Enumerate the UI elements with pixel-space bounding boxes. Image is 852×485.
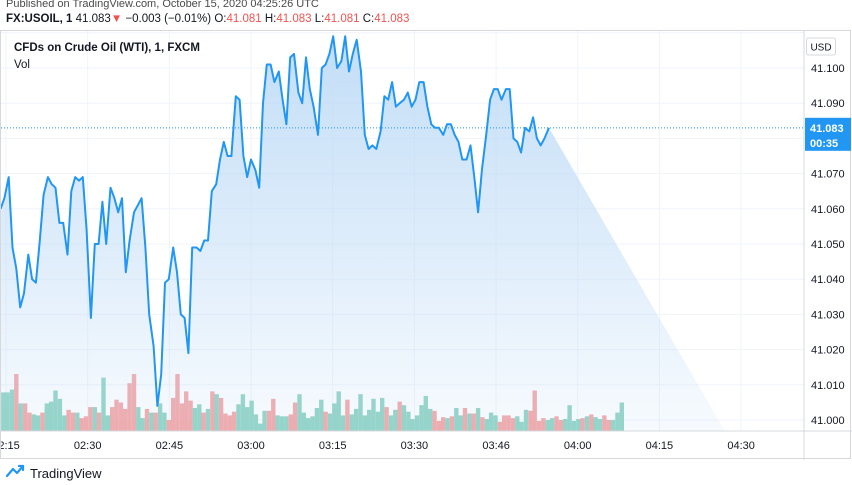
price-tick-label: 41.050	[811, 239, 845, 251]
high-label: H:	[264, 13, 277, 25]
price-tick-label: 41.100	[811, 63, 845, 75]
high-value: 41.083	[276, 13, 312, 25]
price-tick-label: 41.070	[811, 169, 845, 181]
down-arrow-icon: ▼	[110, 13, 123, 25]
last-price: 41.083	[75, 13, 111, 25]
low-label: L:	[314, 13, 325, 25]
price-axis[interactable]: 41.000 41.010 41.020 41.030 41.040 41.050 41.0…	[811, 63, 845, 427]
quote-line: FX:USOIL, 1 41.083▼ −0.003 (−0.01%) O:41…	[6, 13, 409, 25]
price-tick-label: 41.030	[811, 309, 845, 321]
legend-title: CFDs on Crude Oil (WTI), 1, FXCM	[14, 42, 200, 54]
close-value: 41.083	[374, 13, 410, 25]
open-value: 41.081	[226, 13, 262, 25]
countdown-timer: 00:35	[810, 138, 838, 150]
price-chart[interactable]: 41.000 41.010 41.020 41.030 41.040 41.050 41.0…	[0, 31, 852, 460]
legend-vol: Vol	[14, 59, 30, 71]
price-change: −0.003 (−0.01%)	[125, 13, 212, 25]
close-label: C:	[362, 13, 375, 25]
time-tick-label: 03:46	[482, 440, 510, 452]
currency-button[interactable]: USD	[806, 37, 836, 56]
time-tick-label: 03:30	[401, 440, 429, 452]
price-tick-label: 41.020	[811, 345, 845, 357]
time-tick-label: 04:00	[564, 440, 592, 452]
time-tick-label: 02:15	[1, 440, 20, 452]
price-tick-label: 41.040	[811, 274, 845, 286]
price-tick-label: 41.000	[811, 415, 845, 427]
price-tick-label: 41.060	[811, 204, 845, 216]
price-area	[0, 36, 725, 432]
time-tick-label: 02:30	[74, 440, 102, 452]
published-note: Published on TradingView.com, October 15…	[6, 0, 319, 10]
brand-name[interactable]: TradingView	[30, 466, 102, 481]
time-tick-label: 03:15	[319, 440, 347, 452]
time-tick-label: 04:15	[646, 440, 674, 452]
last-price-tag: 41.083 00:35	[805, 117, 851, 151]
open-label: O:	[214, 13, 227, 25]
symbol-label: FX:USOIL, 1	[6, 13, 73, 25]
chart-frame[interactable]: 41.000 41.010 41.020 41.030 41.040 41.050 41.0…	[0, 30, 852, 460]
time-tick-label: 04:30	[727, 440, 755, 452]
last-price-tag-value: 41.083	[810, 123, 844, 135]
time-tick-label: 02:45	[156, 440, 184, 452]
low-value: 41.081	[324, 13, 360, 25]
footer: TradingView	[0, 462, 852, 485]
price-tick-label: 41.090	[811, 98, 845, 110]
tradingview-logo-icon[interactable]	[6, 464, 28, 478]
currency-label: USD	[810, 43, 831, 54]
price-line	[0, 35, 550, 407]
time-axis[interactable]: 02:15 02:30 02:45 03:00 03:15 03:30 03:46 04:00…	[0, 440, 755, 452]
price-tick-label: 41.010	[811, 380, 845, 392]
time-tick-label: 03:00	[237, 440, 265, 452]
chart-header: Published on TradingView.com, October 15…	[0, 0, 852, 30]
